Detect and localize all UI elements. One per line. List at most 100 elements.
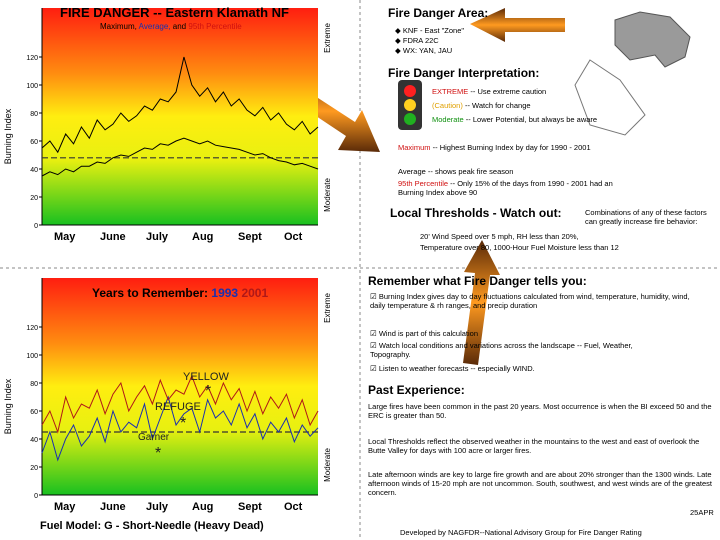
y-tick-label: 60 [30, 139, 38, 146]
arrow [463, 240, 500, 365]
annotation: YELLOW [183, 371, 229, 383]
date: 25APR [690, 508, 714, 517]
x-tick-label: Sept [238, 231, 262, 243]
def-term: 95th Percentile [398, 179, 449, 188]
area-item: KNF - East "Zone" [402, 26, 465, 35]
chart-title: Years to Remember: 1993 2001 [92, 286, 268, 300]
def-text: -- Highest Burning Index by day for 1990… [432, 143, 591, 152]
y-axis-label: Burning Index [3, 378, 13, 434]
check-text: Watch local conditions and variations ac… [370, 341, 633, 359]
level: (Caution) -- Watch for change [432, 101, 531, 110]
section-title: Past Experience: [368, 383, 465, 397]
arrow [470, 8, 565, 42]
paragraph: Local Thresholds reflect the observed we… [368, 437, 700, 455]
level-text: -- Lower Potential, but always be aware [465, 115, 598, 124]
light-red [404, 85, 416, 97]
bullet-item: ◆ FDRA 22C [395, 36, 439, 45]
level-text: -- Use extreme caution [470, 87, 547, 96]
y-tick-label: 20 [30, 195, 38, 202]
level: Moderate -- Lower Potential, but always … [432, 115, 597, 124]
def-text: -- Only 15% of the days from 1990 - 2001… [398, 179, 613, 197]
area-item: FDRA 22C [402, 36, 439, 45]
x-tick-label: July [146, 231, 169, 243]
annotation: * [155, 445, 161, 462]
extreme-label: Extreme [323, 293, 332, 323]
check-text: Burning Index gives day to day fluctuati… [370, 292, 690, 310]
x-tick-label: June [100, 501, 126, 513]
definition: Maximum -- Highest Burning Index by day … [398, 143, 598, 152]
paragraph: Late afternoon winds are key to large fi… [368, 470, 712, 497]
check-text: Listen to weather forecasts -- especiall… [378, 364, 535, 373]
level-label: EXTREME [432, 87, 469, 96]
y-tick-label: 20 [30, 465, 38, 472]
subtitle-part: and [172, 22, 187, 31]
x-tick-label: Oct [284, 231, 303, 243]
light-green [404, 113, 416, 125]
subtitle-part: 95th Percentile [188, 22, 242, 31]
y-tick-label: 80 [30, 111, 38, 118]
y-tick-label: 80 [30, 381, 38, 388]
level: EXTREME -- Use extreme caution [432, 87, 546, 96]
threshold-line: 20' Wind Speed over 5 mph, RH less than … [420, 232, 579, 241]
check-item: ☑ Wind is part of this calculation [370, 329, 479, 338]
y-tick-label: 120 [26, 55, 38, 62]
level-label: (Caution) [432, 101, 463, 110]
chart-subtitle: Maximum, Average, and 95th Percentile [100, 22, 242, 31]
y-tick-label: 100 [26, 83, 38, 90]
moderate-label: Moderate [323, 448, 332, 482]
series-line [41, 56, 319, 154]
annotation: Garner [138, 432, 170, 443]
paragraph: Large fires have been common in the past… [368, 402, 712, 420]
area-map-outline [574, 59, 646, 136]
subtitle-part: Maximum, [100, 22, 137, 31]
y-tick-label: 0 [34, 493, 38, 500]
level-text: -- Watch for change [464, 101, 531, 110]
def-term: Maximum [398, 143, 431, 152]
x-tick-label: Oct [284, 501, 303, 513]
y-tick-label: 60 [30, 409, 38, 416]
definition: 95th Percentile -- Only 15% of the days … [398, 179, 628, 197]
threshold-intro: Combinations of any of these factors can… [585, 208, 707, 226]
annotation: * [205, 383, 211, 400]
area-item: WX: YAN, JAU [402, 46, 453, 55]
legend-entry: 2001 [241, 286, 269, 300]
series-line [41, 137, 319, 177]
y-axis-label: Burning Index [3, 108, 13, 164]
check-item: ☑ Burning Index gives day to day fluctua… [370, 292, 690, 310]
plot-background [42, 278, 318, 495]
section-title: Fire Danger Interpretation: [388, 66, 540, 80]
credit: Developed by NAGFDR--National Advisory G… [400, 528, 642, 537]
annotation: REFUGE [155, 401, 201, 413]
x-tick-label: Aug [192, 231, 213, 243]
extreme-label: Extreme [323, 23, 332, 53]
plot-background [42, 8, 318, 225]
series-line [41, 395, 319, 462]
level-label: Moderate [432, 115, 464, 124]
y-tick-label: 40 [30, 437, 38, 444]
light-yellow [404, 99, 416, 111]
moderate-label: Moderate [323, 178, 332, 212]
check-text: Wind is part of this calculation [378, 329, 479, 338]
y-tick-label: 120 [26, 325, 38, 332]
section-title: Remember what Fire Danger tells you: [368, 274, 587, 288]
section-title: Fire Danger Area: [388, 6, 489, 20]
chart-title: FIRE DANGER -- Eastern Klamath NF [60, 5, 289, 20]
fuel-model: Fuel Model: G - Short-Needle (Heavy Dead… [40, 520, 264, 532]
y-tick-label: 40 [30, 167, 38, 174]
x-tick-label: June [100, 231, 126, 243]
x-tick-label: July [146, 501, 169, 513]
x-tick-label: May [54, 231, 76, 243]
x-tick-label: Sept [238, 501, 262, 513]
area-map [614, 11, 691, 68]
section-title: Local Thresholds - Watch out: [390, 206, 562, 220]
x-tick-label: Aug [192, 501, 213, 513]
def-text: -- shows peak fire season [427, 167, 514, 176]
check-item: ☑ Listen to weather forecasts -- especia… [370, 364, 535, 373]
annotation: * [180, 415, 186, 432]
x-tick-label: May [54, 501, 76, 513]
title-text: Years to Remember: [92, 286, 209, 300]
threshold-line: Temperature over 80, 1000-Hour Fuel Mois… [420, 243, 619, 252]
definition: Average -- shows peak fire season [398, 167, 598, 176]
series-line [41, 374, 319, 434]
